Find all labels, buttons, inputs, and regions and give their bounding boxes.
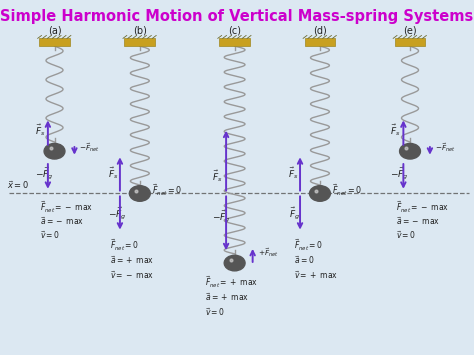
Text: $-\vec{F}_{net}$: $-\vec{F}_{net}$: [79, 141, 100, 154]
Circle shape: [310, 186, 330, 201]
Text: $\vec{F}_g$: $\vec{F}_g$: [289, 206, 300, 222]
Text: $\vec{x}=0$: $\vec{x}=0$: [7, 179, 29, 191]
Text: $\vec{a}=+$ max: $\vec{a}=+$ max: [110, 254, 155, 266]
Bar: [219, 38, 250, 46]
Text: (b): (b): [133, 25, 147, 35]
Circle shape: [129, 186, 150, 201]
Text: $\vec{F}_s$: $\vec{F}_s$: [390, 123, 401, 138]
Text: $\vec{F}_{net}=-$ max: $\vec{F}_{net}=-$ max: [40, 199, 93, 215]
Text: Simple Harmonic Motion of Vertical Mass-spring Systems: Simple Harmonic Motion of Vertical Mass-…: [0, 9, 474, 24]
Bar: [304, 38, 336, 46]
Text: $\vec{F}_s$: $\vec{F}_s$: [35, 123, 45, 138]
Text: $\vec{F}_{net}=0$: $\vec{F}_{net}=0$: [332, 182, 362, 198]
Text: $-\vec{F}_g$: $-\vec{F}_g$: [390, 166, 409, 182]
Text: $\vec{a}=-$ max: $\vec{a}=-$ max: [396, 215, 440, 227]
Text: $\vec{v}=0$: $\vec{v}=0$: [40, 229, 61, 241]
Bar: [394, 38, 425, 46]
Bar: [39, 38, 70, 46]
Text: $\vec{F}_{net}=0$: $\vec{F}_{net}=0$: [294, 237, 323, 253]
Text: $\vec{F}_{net}=-$ max: $\vec{F}_{net}=-$ max: [396, 199, 449, 215]
Text: $\vec{a}=-$ max: $\vec{a}=-$ max: [40, 215, 84, 227]
Text: $\vec{v}=-$ max: $\vec{v}=-$ max: [110, 269, 155, 281]
Text: $-\vec{F}_g$: $-\vec{F}_g$: [35, 166, 53, 182]
Circle shape: [224, 255, 245, 271]
Text: $\vec{F}_s$: $\vec{F}_s$: [288, 165, 298, 181]
Text: $\vec{a}=0$: $\vec{a}=0$: [294, 254, 314, 266]
Text: $-\vec{F}_g$: $-\vec{F}_g$: [108, 206, 126, 222]
Circle shape: [400, 143, 420, 159]
Text: $\vec{v}=0$: $\vec{v}=0$: [396, 229, 416, 241]
Text: $\vec{F}_{net}=0$: $\vec{F}_{net}=0$: [110, 237, 140, 253]
Text: $\vec{F}_s$: $\vec{F}_s$: [212, 168, 222, 184]
Text: $\vec{a}=+$ max: $\vec{a}=+$ max: [205, 291, 249, 304]
Text: $-\vec{F}_{net}$: $-\vec{F}_{net}$: [435, 141, 456, 154]
Circle shape: [44, 143, 65, 159]
Text: (a): (a): [48, 25, 61, 35]
Text: (d): (d): [313, 25, 327, 35]
Text: $\vec{v}=+$ max: $\vec{v}=+$ max: [294, 269, 338, 281]
Bar: [124, 38, 155, 46]
Text: $\vec{F}_{net}=+$ max: $\vec{F}_{net}=+$ max: [205, 275, 258, 290]
Text: $\vec{F}_s$: $\vec{F}_s$: [108, 165, 118, 181]
Text: $-\vec{F}_g$: $-\vec{F}_g$: [212, 208, 230, 225]
Text: $\vec{v}=0$: $\vec{v}=0$: [205, 306, 226, 318]
Text: $\vec{F}_{net}=0$: $\vec{F}_{net}=0$: [152, 182, 182, 198]
Text: $+\vec{F}_{net}$: $+\vec{F}_{net}$: [258, 247, 279, 260]
Text: (e): (e): [403, 25, 417, 35]
Text: (c): (c): [228, 25, 241, 35]
